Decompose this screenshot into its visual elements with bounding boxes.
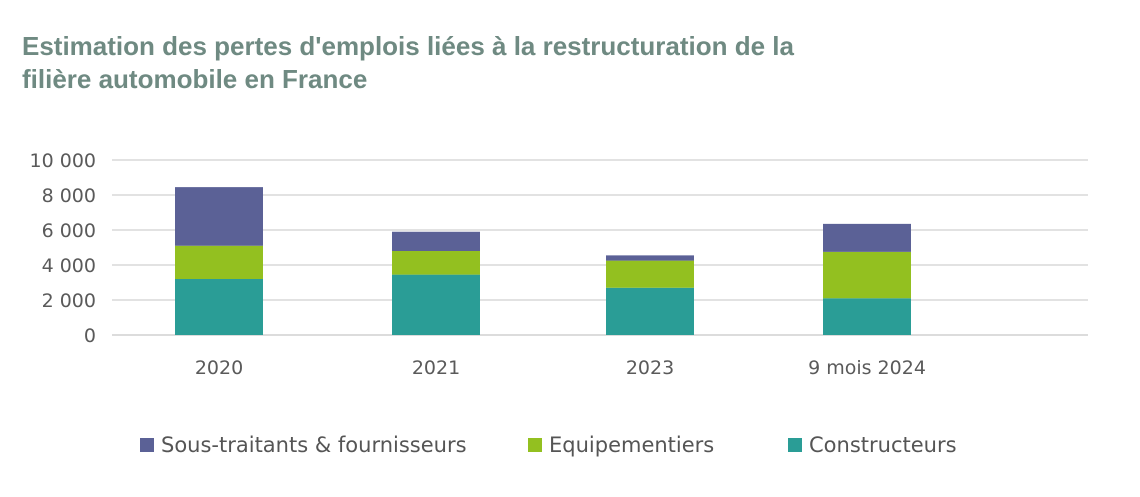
chart-title: Estimation des pertes d'emplois liées à … bbox=[22, 30, 922, 96]
bar-segment-equipementiers-2020 bbox=[175, 245, 263, 279]
bar-segment-constructeurs-2020 bbox=[175, 279, 263, 335]
legend-label: Sous-traitants & fournisseurs bbox=[161, 433, 467, 457]
y-tick-label: 8 000 bbox=[42, 185, 96, 207]
y-tick-label: 0 bbox=[84, 325, 96, 347]
bar-segment-constructeurs-2023 bbox=[606, 287, 694, 335]
bar-segment-equipementiers-9-mois-2024 bbox=[823, 251, 911, 299]
legend: Sous-traitants & fournisseurs Equipementi… bbox=[140, 433, 957, 457]
bar-segment-sous-traitants-fournisseurs-2020 bbox=[175, 187, 263, 246]
bar-segment-constructeurs-9-mois-2024 bbox=[823, 298, 911, 335]
bars bbox=[175, 187, 911, 335]
bar-segment-equipementiers-2023 bbox=[606, 260, 694, 288]
y-tick-label: 2 000 bbox=[42, 290, 96, 312]
x-tick-label: 2021 bbox=[412, 357, 460, 379]
bar-segment-sous-traitants-fournisseurs-9-mois-2024 bbox=[823, 223, 911, 252]
y-tick-label: 6 000 bbox=[42, 220, 96, 242]
bar-segment-equipementiers-2021 bbox=[392, 251, 480, 275]
y-axis-tick-labels: 0 2 000 4 000 6 000 8 000 10 000 bbox=[30, 150, 96, 347]
legend-swatch bbox=[140, 438, 154, 452]
x-tick-label: 2023 bbox=[626, 357, 674, 379]
x-axis-tick-labels: 2020 2021 2023 9 mois 2024 bbox=[195, 357, 926, 379]
legend-swatch bbox=[528, 438, 542, 452]
gridlines bbox=[112, 159, 1088, 336]
chart-title-line-2: filière automobile en France bbox=[22, 64, 368, 94]
chart-title-line-1: Estimation des pertes d'emplois liées à … bbox=[22, 31, 794, 61]
legend-label: Constructeurs bbox=[809, 433, 957, 457]
bar-segment-sous-traitants-fournisseurs-2023 bbox=[606, 255, 694, 261]
x-tick-label: 2020 bbox=[195, 357, 243, 379]
legend-label: Equipementiers bbox=[549, 433, 714, 457]
y-tick-label: 10 000 bbox=[30, 150, 96, 172]
bar-segment-constructeurs-2021 bbox=[392, 274, 480, 335]
y-tick-label: 4 000 bbox=[42, 255, 96, 277]
x-tick-label: 9 mois 2024 bbox=[808, 357, 926, 379]
bar-segment-sous-traitants-fournisseurs-2021 bbox=[392, 231, 480, 251]
legend-swatch bbox=[788, 438, 802, 452]
